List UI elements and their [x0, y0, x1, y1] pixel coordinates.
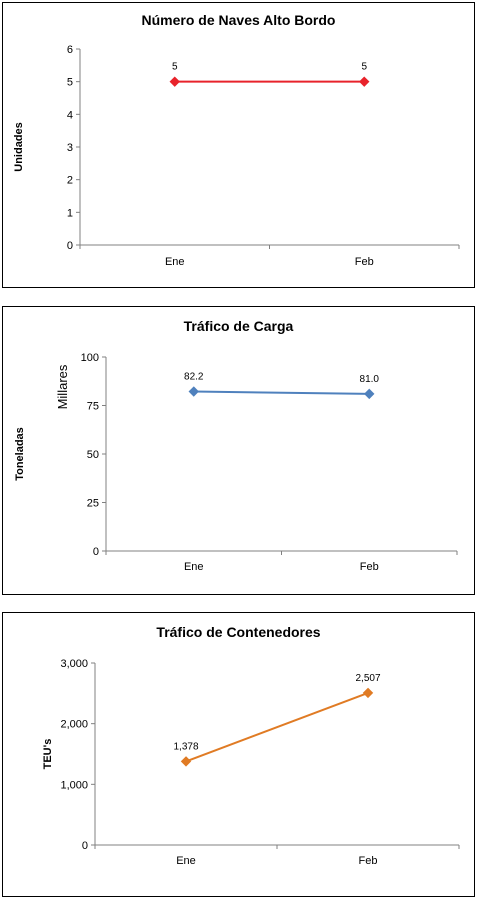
series-line — [193, 390, 370, 395]
data-label: 82.2 — [184, 372, 204, 383]
y-tick-label: 1 — [67, 207, 73, 219]
y-tick-label: 25 — [87, 498, 99, 510]
data-label: 5 — [361, 62, 367, 73]
y-tick-label: 50 — [87, 449, 99, 461]
data-label: 5 — [172, 62, 178, 73]
data-label: 81.0 — [360, 374, 380, 385]
chart-title: Número de Naves Alto Bordo — [142, 12, 336, 28]
data-point-marker — [188, 386, 199, 397]
chart-title: Tráfico de Contenedores — [156, 624, 320, 640]
data-point-marker — [362, 687, 374, 699]
x-tick-label: Ene — [165, 256, 185, 268]
y-tick-label: 3,000 — [60, 658, 88, 670]
unit-label: Millares — [55, 364, 70, 409]
y-tick-label: 1,000 — [60, 779, 88, 791]
y-tick-label: 5 — [67, 77, 73, 89]
chart-contenedores: Tráfico de Contenedores TEU's 0 1,000 2,000 3… — [42, 624, 460, 867]
y-axis-label: TEU's — [42, 739, 54, 770]
y-tick-label: 75 — [87, 401, 99, 413]
x-tick-label: Feb — [359, 855, 378, 867]
y-tick-label: 100 — [81, 352, 99, 364]
chart-naves: Número de Naves Alto Bordo Unidades 0 1 2 3 4 5… — [13, 12, 460, 268]
data-point-marker — [359, 76, 370, 87]
data-point-marker — [169, 76, 180, 87]
chart-panel-naves: Número de Naves Alto Bordo Unidades 0 1 2 3 4 5… — [2, 2, 475, 288]
chart-carga: Tráfico de Carga Toneladas Millares 0 25 50 75… — [14, 318, 458, 573]
data-label: 1,378 — [173, 741, 198, 752]
x-tick-label: Feb — [360, 561, 379, 573]
chart-title: Tráfico de Carga — [184, 318, 294, 334]
series-line — [185, 691, 369, 763]
y-axis-label: Unidades — [13, 122, 25, 172]
y-tick-label: 0 — [82, 840, 88, 852]
y-tick-label: 4 — [67, 109, 73, 121]
y-tick-label: 3 — [67, 142, 73, 154]
y-tick-label: 0 — [67, 240, 73, 252]
data-label: 2,507 — [355, 673, 380, 684]
chart-panel-contenedores: Tráfico de Contenedores TEU's 0 1,000 2,000 3… — [2, 612, 475, 897]
x-tick-label: Ene — [176, 855, 196, 867]
y-tick-label: 2,000 — [60, 719, 88, 731]
y-tick-label: 6 — [67, 44, 73, 56]
y-tick-label: 2 — [67, 175, 73, 187]
chart-panel-carga: Tráfico de Carga Toneladas Millares 0 25 50 75… — [2, 306, 475, 595]
y-axis-label: Toneladas — [14, 427, 26, 481]
x-tick-label: Feb — [355, 256, 374, 268]
data-point-marker — [180, 756, 192, 767]
y-tick-label: 0 — [93, 546, 99, 558]
data-point-marker — [364, 388, 375, 400]
x-tick-label: Ene — [184, 561, 204, 573]
